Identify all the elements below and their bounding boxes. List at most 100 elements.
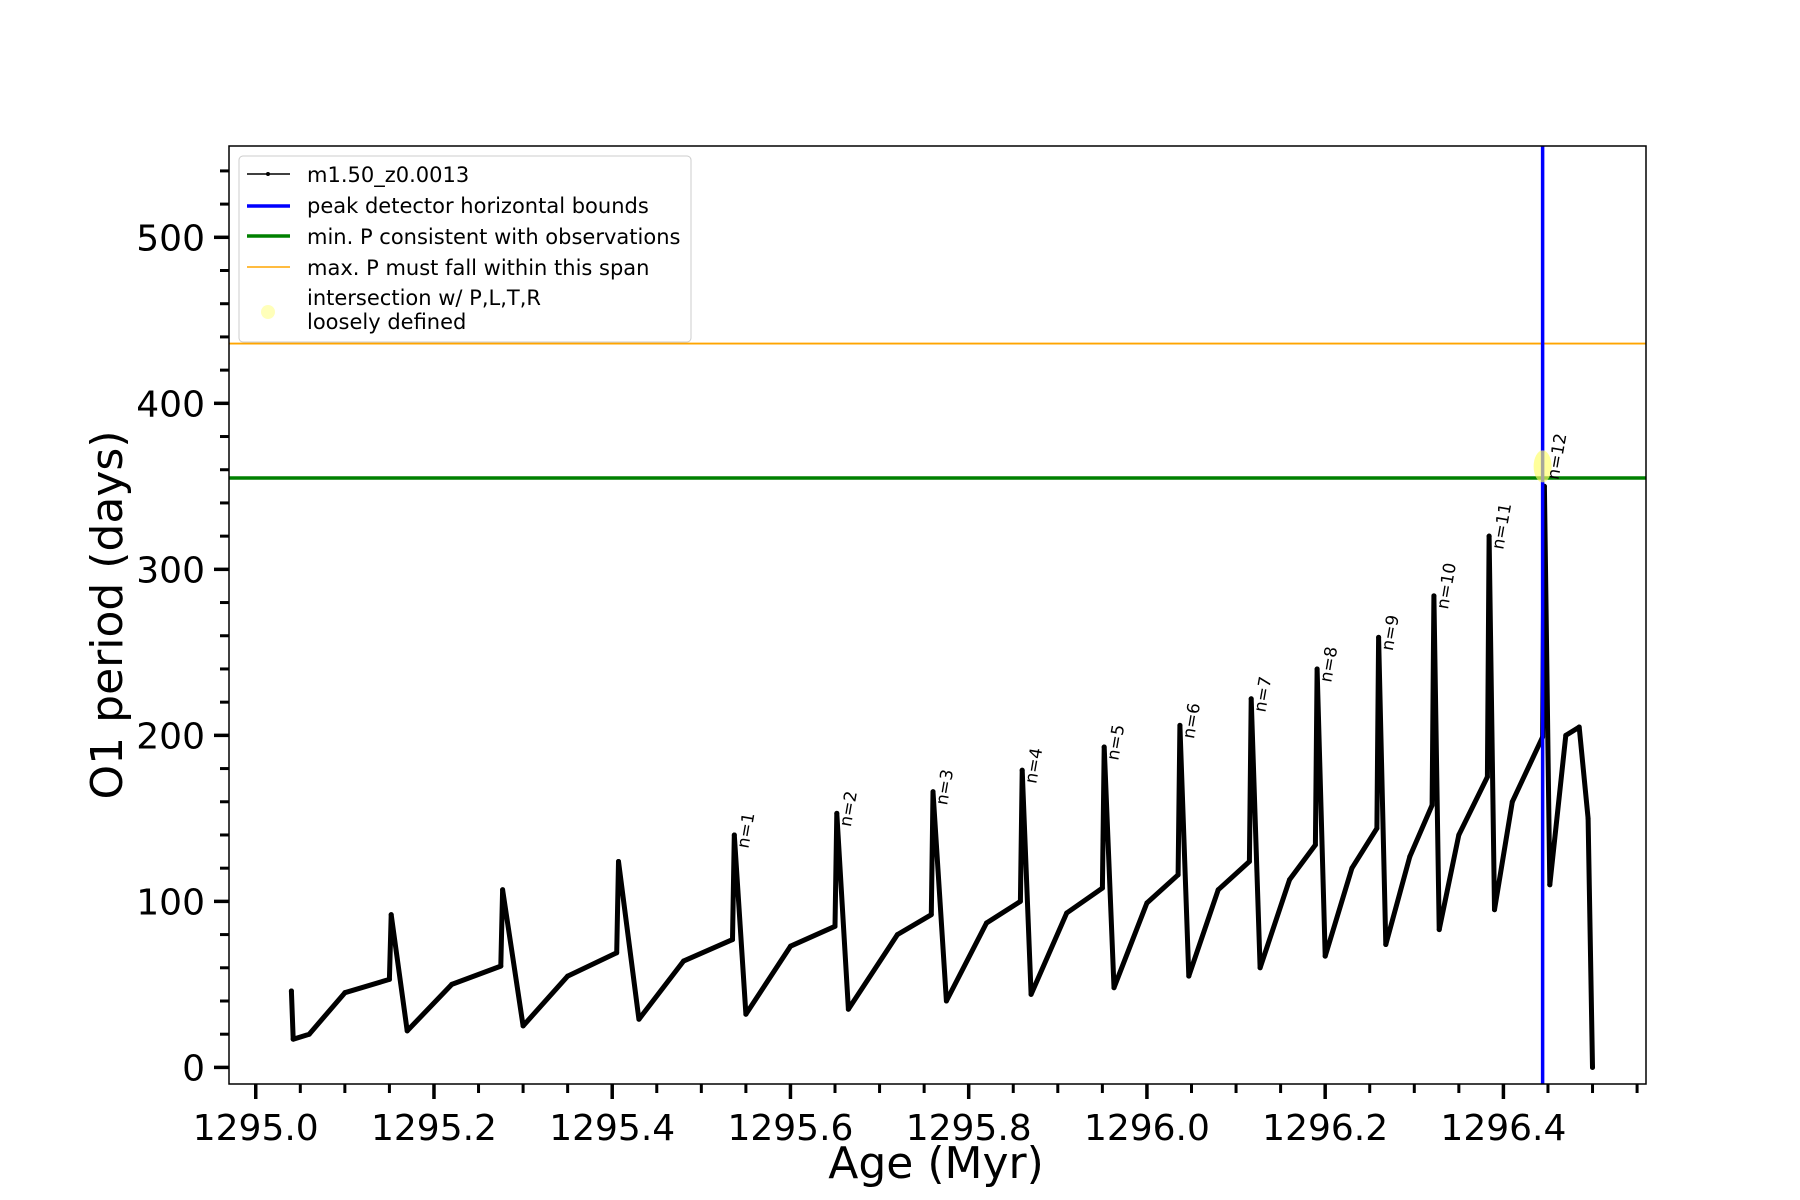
series-point <box>1590 1064 1596 1070</box>
legend-intersection-label-2: loosely defined <box>307 310 466 334</box>
series-point <box>1246 859 1252 865</box>
series-point <box>1175 872 1181 878</box>
series-point <box>845 1006 851 1012</box>
series-point <box>1486 533 1492 539</box>
series-layer <box>288 483 1596 1070</box>
series-point <box>1019 767 1025 773</box>
series-point <box>1215 887 1221 893</box>
series-point <box>615 859 621 865</box>
series-point <box>1017 898 1023 904</box>
series-point <box>636 1016 642 1022</box>
y-axis-label: O1 period (days) <box>82 431 133 800</box>
series-point <box>943 998 949 1004</box>
series-point <box>498 963 504 969</box>
y-tick-label: 200 <box>136 716 205 757</box>
series-point <box>984 920 990 926</box>
series-point <box>306 1031 312 1037</box>
series-point <box>404 1028 410 1034</box>
x-tick-label: 1296.4 <box>1440 1108 1566 1149</box>
x-tick-label: 1296.2 <box>1262 1108 1388 1149</box>
y-tick-label: 400 <box>136 384 205 425</box>
series-point <box>930 789 936 795</box>
series-point <box>1436 927 1442 933</box>
series-point <box>1429 802 1435 808</box>
x-tick-label: 1295.0 <box>193 1108 319 1149</box>
series-point <box>1576 724 1582 730</box>
series-point <box>520 1023 526 1029</box>
series-point <box>1099 885 1105 891</box>
x-tick-label: 1296.0 <box>1084 1108 1210 1149</box>
series-point <box>731 832 737 838</box>
series-point <box>1101 744 1107 750</box>
series-point <box>1322 953 1328 959</box>
series-point <box>1383 942 1389 948</box>
series-point <box>1111 985 1117 991</box>
legend-intersection-marker <box>261 305 275 319</box>
series-point <box>1376 634 1382 640</box>
legend-entry-peak-bounds: peak detector horizontal bounds <box>247 194 649 218</box>
series-point <box>1431 593 1437 599</box>
y-tick-label: 500 <box>136 218 205 259</box>
series-point <box>1064 910 1070 916</box>
x-tick-label: 1295.6 <box>727 1108 853 1149</box>
series-point <box>1484 774 1490 780</box>
x-axis-label: Age (Myr) <box>828 1138 1044 1189</box>
series-point <box>1287 877 1293 883</box>
series-point <box>386 976 392 982</box>
legend-intersection-label: intersection w/ P,L,T,R <box>307 286 541 310</box>
series-point <box>500 887 506 893</box>
series-point <box>1312 842 1318 848</box>
y-tick-label: 0 <box>182 1048 205 1089</box>
series-point <box>1144 900 1150 906</box>
series-point <box>449 981 455 987</box>
series-point <box>1028 991 1034 997</box>
series-point <box>1248 696 1254 702</box>
y-tick-label: 100 <box>136 882 205 923</box>
series-point <box>1257 965 1263 971</box>
series-point <box>1314 666 1320 672</box>
legend-entry-min-p: min. P consistent with observations <box>247 225 680 249</box>
legend-min-p-label: min. P consistent with observations <box>307 225 680 249</box>
series-point <box>1186 973 1192 979</box>
series-point <box>342 990 348 996</box>
series-point <box>743 1011 749 1017</box>
series-point <box>1509 799 1515 805</box>
series-point <box>1349 865 1355 871</box>
series-point <box>1585 815 1591 821</box>
legend-entry-intersection: intersection w/ P,L,T,R loosely defined <box>261 286 541 334</box>
legend-series-label: m1.50_z0.0013 <box>307 163 469 188</box>
x-tick-label: 1295.4 <box>549 1108 675 1149</box>
legend-max-p-label: max. P must fall within this span <box>307 256 649 280</box>
series-point <box>290 1036 296 1042</box>
legend-box <box>238 155 692 343</box>
x-axis: 1295.0 1295.2 1295.4 1295.6 1295.8 1296.0 1296… <box>193 1084 1639 1149</box>
legend-entry-series: m1.50_z0.0013 <box>247 163 469 188</box>
marker-layer <box>1533 450 1552 483</box>
series-point <box>614 950 620 956</box>
legend-entry-max-p: max. P must fall within this span <box>247 256 649 280</box>
legend: m1.50_z0.0013 peak detector horizontal b… <box>238 155 692 343</box>
series-point <box>928 912 934 918</box>
series-point <box>730 937 736 943</box>
series-point <box>1374 825 1380 831</box>
series-point <box>1456 832 1462 838</box>
legend-peak-bounds-label: peak detector horizontal bounds <box>307 194 649 218</box>
intersection-marker <box>1533 450 1552 483</box>
series-point <box>1407 854 1413 860</box>
x-tick-label: 1295.2 <box>371 1108 497 1149</box>
series-point <box>1547 882 1553 888</box>
series-point <box>388 912 394 918</box>
series-point <box>894 932 900 938</box>
series-point <box>1491 907 1497 913</box>
series-point <box>832 923 838 929</box>
series-point <box>834 810 840 816</box>
x-tick-label: 1295.8 <box>906 1108 1032 1149</box>
series-point <box>288 988 294 994</box>
series-point <box>565 973 571 979</box>
series-point <box>1177 722 1183 728</box>
series-point <box>681 958 687 964</box>
y-tick-label: 300 <box>136 550 205 591</box>
legend-series-marker <box>266 172 270 176</box>
series-point <box>787 943 793 949</box>
